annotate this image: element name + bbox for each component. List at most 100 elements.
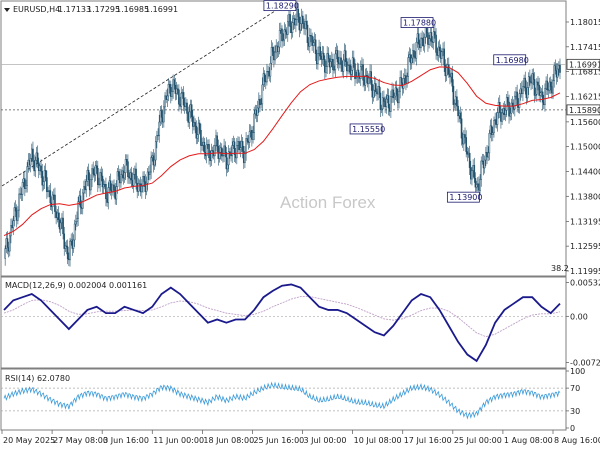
candle-body — [260, 103, 262, 105]
price-tick-label: 1.13800 — [570, 192, 600, 201]
candle-body — [549, 81, 552, 87]
candle-body — [514, 95, 516, 110]
x-tick-label: 27 May 08:00 — [53, 436, 108, 445]
candle-body — [553, 65, 556, 81]
candle-body — [421, 37, 423, 40]
price-tick-label: 1.12595 — [570, 242, 600, 251]
candle-body — [176, 88, 179, 91]
candle-body — [21, 182, 24, 195]
price-annotation-label: 1.18290 — [266, 2, 299, 11]
candle-body — [210, 150, 213, 161]
candle-body — [349, 64, 352, 75]
candle-body — [324, 59, 326, 73]
candle-body — [532, 73, 535, 80]
rsi-tick-label: 30 — [570, 407, 580, 416]
price-tick-label: 1.16215 — [570, 92, 600, 101]
candle-body — [278, 30, 281, 48]
candle-body — [496, 112, 499, 125]
candle-body — [244, 153, 246, 163]
candle-body — [17, 209, 19, 221]
candle-body — [314, 39, 317, 55]
candle-body — [8, 235, 11, 252]
candle-body — [541, 91, 544, 103]
candle-body — [214, 145, 216, 157]
header-high: 1.17295 — [87, 5, 120, 14]
current-price-tag — [566, 58, 600, 70]
candle-body — [289, 14, 291, 27]
candle-body — [168, 83, 171, 88]
price-annotation-label: 1.13900 — [449, 193, 482, 202]
candle-body — [26, 166, 28, 186]
candle-body — [526, 87, 529, 99]
price-tick-label: 1.15000 — [570, 143, 600, 152]
candle-body — [556, 68, 559, 78]
candle-body — [445, 67, 448, 77]
candle-body — [311, 35, 313, 46]
candle-body — [385, 98, 388, 108]
candle-body — [47, 190, 49, 192]
candle-body — [51, 194, 54, 207]
candle-body — [44, 170, 47, 178]
price-tick-label: 1.18015 — [570, 18, 600, 27]
x-tick-label: 17 Jul 16:00 — [404, 436, 452, 445]
candle-body — [186, 102, 188, 114]
candle-body — [402, 78, 405, 89]
candle-body — [95, 165, 98, 169]
x-tick-label: 1 Aug 08:00 — [504, 436, 553, 445]
candle-body — [463, 134, 465, 145]
candle-body — [383, 97, 385, 102]
candle-body — [420, 37, 422, 49]
candle-body — [270, 47, 273, 64]
candle-body — [510, 102, 513, 114]
x-tick-label: 10 Jul 08:00 — [354, 436, 402, 445]
candle-body — [392, 89, 394, 99]
candle-body — [14, 207, 17, 212]
candle-body — [10, 225, 12, 237]
price-annotation-box — [446, 191, 480, 203]
candle-body — [368, 77, 370, 85]
candle-body — [40, 165, 42, 172]
candle-body — [326, 53, 328, 67]
candle-body — [226, 164, 229, 170]
candle-body — [259, 98, 261, 105]
x-tick-label: 11 Jun 00:00 — [153, 436, 204, 445]
candle-body — [200, 129, 202, 146]
level-price-tag — [566, 104, 600, 116]
candle-body — [220, 147, 223, 157]
candle-body — [504, 110, 507, 115]
candle-body — [130, 172, 133, 181]
watermark: Action Forex — [280, 193, 376, 212]
candle-body — [509, 112, 511, 117]
candle-body — [224, 145, 227, 153]
candle-body — [340, 57, 342, 65]
candle-body — [266, 71, 268, 83]
candle-body — [332, 58, 334, 71]
candle-body — [81, 192, 84, 209]
candle-body — [123, 172, 126, 179]
candle-body — [559, 64, 561, 73]
candle-body — [188, 111, 191, 123]
candle-body — [473, 165, 476, 179]
candle-body — [465, 137, 467, 152]
candle-body — [76, 218, 78, 222]
candle-body — [172, 79, 174, 92]
candle-body — [432, 31, 435, 43]
candle-body — [379, 92, 382, 110]
header-low: 1.16985 — [116, 5, 149, 14]
candle-body — [125, 159, 128, 162]
candle-body — [443, 48, 445, 66]
rsi-label: RSI(14) 62.0780 — [5, 374, 70, 383]
candle-body — [231, 145, 233, 157]
rsi-tick-label: 100 — [570, 367, 585, 376]
candle-body — [54, 194, 56, 212]
candle-body — [480, 160, 483, 180]
candle-body — [29, 158, 32, 166]
price-annotation-box — [349, 123, 383, 135]
candle-body — [437, 46, 440, 56]
candle-body — [474, 178, 477, 188]
current-price-label: 1.16991 — [569, 60, 600, 69]
candle-body — [430, 32, 433, 42]
candle-body — [101, 175, 104, 188]
candle-body — [378, 86, 381, 94]
macd-panel-frame — [0, 276, 567, 369]
